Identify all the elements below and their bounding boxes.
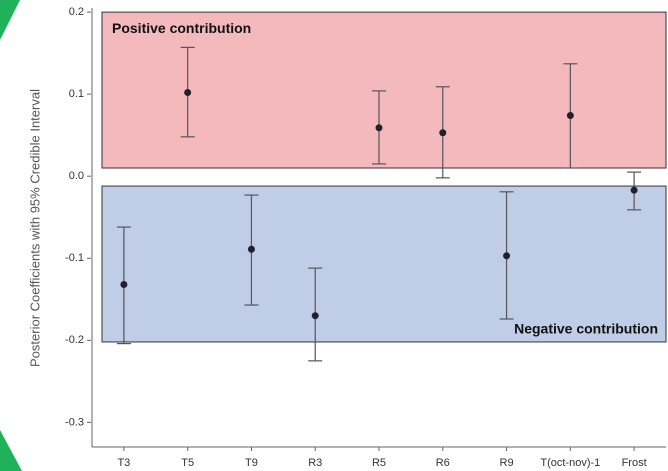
point xyxy=(120,281,127,288)
point xyxy=(439,129,446,136)
chart: Posterior Coefficients with 95% Credible… xyxy=(0,0,668,471)
x-tick-label: R3 xyxy=(308,457,322,469)
y-tick-label: -0.2 xyxy=(65,334,84,346)
point xyxy=(312,312,319,319)
y-axis-title: Posterior Coefficients with 95% Credible… xyxy=(27,89,42,367)
y-tick-label: 0.2 xyxy=(69,6,84,18)
x-tick-label: R9 xyxy=(500,457,514,469)
point xyxy=(503,252,510,259)
x-tick-label: R5 xyxy=(372,457,386,469)
x-tick-label: T9 xyxy=(245,457,258,469)
region-label: Positive contribution xyxy=(112,20,251,36)
x-tick-label: Frost xyxy=(622,457,647,469)
corner-decoration xyxy=(0,0,20,40)
region xyxy=(102,186,666,342)
point xyxy=(376,124,383,131)
y-tick-label: -0.1 xyxy=(65,252,84,264)
x-tick-label: T3 xyxy=(117,457,130,469)
region-label: Negative contribution xyxy=(514,321,658,337)
corner-decoration xyxy=(0,430,22,471)
point xyxy=(248,246,255,253)
point xyxy=(184,89,191,96)
x-tick-label: R6 xyxy=(436,457,450,469)
y-tick-label: 0.0 xyxy=(69,170,84,182)
point xyxy=(567,112,574,119)
x-tick-label: T5 xyxy=(181,457,194,469)
point xyxy=(631,187,638,194)
x-tick-label: T(oct-nov)-1 xyxy=(540,457,600,469)
y-tick-label: -0.3 xyxy=(65,416,84,428)
y-tick-label: 0.1 xyxy=(69,88,84,100)
